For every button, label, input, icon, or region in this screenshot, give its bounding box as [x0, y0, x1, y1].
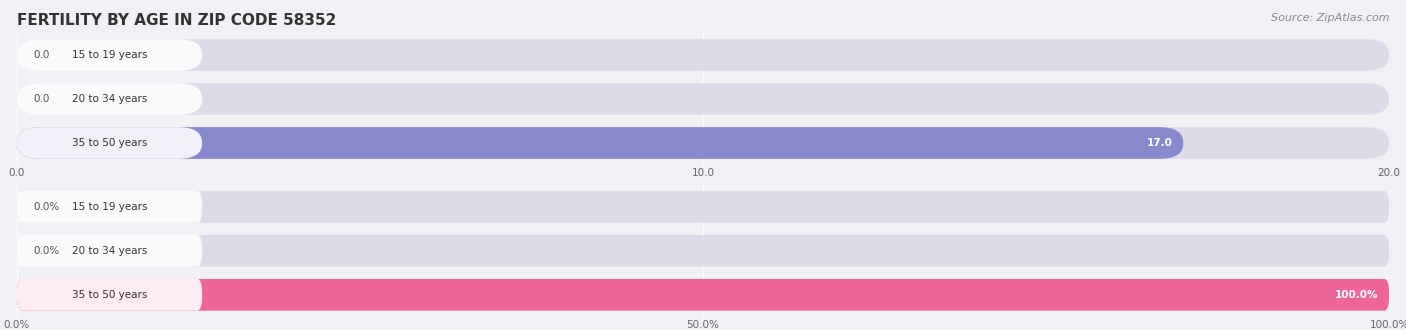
Text: 15 to 19 years: 15 to 19 years	[72, 50, 148, 60]
FancyBboxPatch shape	[17, 127, 1389, 159]
FancyBboxPatch shape	[17, 191, 202, 223]
Text: 20 to 34 years: 20 to 34 years	[72, 246, 148, 256]
Text: 20 to 34 years: 20 to 34 years	[72, 94, 148, 104]
Text: 0.0: 0.0	[34, 50, 49, 60]
FancyBboxPatch shape	[17, 127, 1184, 159]
FancyBboxPatch shape	[17, 39, 202, 71]
Text: 0.0%: 0.0%	[34, 246, 59, 256]
Text: 0.0%: 0.0%	[34, 202, 59, 212]
FancyBboxPatch shape	[17, 83, 202, 115]
Text: Source: ZipAtlas.com: Source: ZipAtlas.com	[1271, 13, 1389, 23]
Text: 35 to 50 years: 35 to 50 years	[72, 290, 148, 300]
Text: 100.0%: 100.0%	[1334, 290, 1378, 300]
FancyBboxPatch shape	[17, 127, 202, 159]
Text: 15 to 19 years: 15 to 19 years	[72, 202, 148, 212]
Text: 35 to 50 years: 35 to 50 years	[72, 138, 148, 148]
Text: 17.0: 17.0	[1146, 138, 1173, 148]
Text: 0.0: 0.0	[34, 94, 49, 104]
FancyBboxPatch shape	[17, 235, 1389, 267]
FancyBboxPatch shape	[17, 83, 1389, 115]
FancyBboxPatch shape	[17, 279, 202, 311]
FancyBboxPatch shape	[17, 279, 1389, 311]
FancyBboxPatch shape	[17, 39, 1389, 71]
Text: FERTILITY BY AGE IN ZIP CODE 58352: FERTILITY BY AGE IN ZIP CODE 58352	[17, 13, 336, 28]
FancyBboxPatch shape	[17, 235, 202, 267]
FancyBboxPatch shape	[17, 279, 1389, 311]
FancyBboxPatch shape	[17, 191, 1389, 223]
